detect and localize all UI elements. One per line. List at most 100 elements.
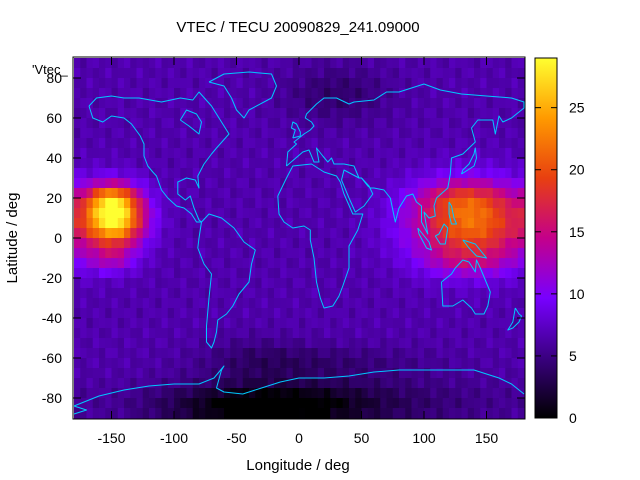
heatmap-cell: [411, 68, 419, 79]
heatmap-cell: [480, 118, 488, 129]
heatmap-cell: [367, 148, 375, 159]
heatmap-cell: [217, 108, 225, 119]
heatmap-cell: [274, 208, 281, 219]
heatmap-cell: [392, 368, 400, 379]
heatmap-cell: [117, 388, 125, 399]
heatmap-cell: [349, 398, 356, 409]
heatmap-cell: [236, 58, 244, 69]
heatmap-cell: [355, 308, 363, 319]
heatmap-cell: [380, 278, 388, 289]
heatmap-cell: [161, 368, 169, 379]
heatmap-cell: [105, 308, 113, 319]
heatmap-cell: [111, 98, 119, 109]
heatmap-cell: [461, 128, 469, 139]
heatmap-cell: [424, 208, 431, 219]
heatmap-cell: [305, 308, 313, 319]
heatmap-cell: [130, 148, 138, 159]
heatmap-cell: [436, 128, 444, 139]
heatmap-cell: [142, 338, 150, 349]
heatmap-cell: [74, 248, 81, 259]
heatmap-cell: [424, 248, 431, 259]
heatmap-cell: [374, 238, 381, 249]
heatmap-cell: [142, 238, 150, 249]
heatmap-cell: [392, 208, 400, 219]
heatmap-cell: [317, 88, 325, 99]
heatmap-cell: [255, 148, 263, 159]
heatmap-cell: [161, 108, 169, 119]
heatmap-cell: [292, 378, 300, 389]
heatmap-cell: [167, 238, 175, 249]
heatmap-cell: [267, 368, 275, 379]
heatmap-cell: [92, 348, 100, 359]
heatmap-cell: [336, 278, 344, 289]
heatmap-cell: [417, 318, 425, 329]
heatmap-cell: [130, 118, 138, 129]
heatmap-cell: [186, 258, 194, 269]
heatmap-cell: [199, 218, 206, 229]
heatmap-cell: [442, 318, 450, 329]
heatmap-cell: [380, 238, 388, 249]
heatmap-cell: [367, 268, 375, 279]
heatmap-cell: [161, 408, 169, 419]
heatmap-cell: [374, 58, 381, 69]
heatmap-cell: [430, 258, 438, 269]
coastline-north-america: [88, 91, 230, 223]
heatmap-cell: [367, 88, 375, 99]
heatmap-cell: [374, 318, 381, 329]
heatmap-cell: [517, 238, 525, 249]
x-tick-label: 0: [295, 430, 303, 446]
heatmap-cell: [167, 388, 175, 399]
heatmap-cell: [417, 278, 425, 289]
heatmap-cell: [511, 298, 519, 309]
heatmap-cell: [299, 388, 306, 399]
heatmap-cell: [155, 188, 163, 199]
heatmap-cell: [105, 318, 113, 329]
heatmap-cell: [317, 268, 325, 279]
heatmap-cell: [149, 338, 156, 349]
heatmap-cell: [505, 78, 513, 89]
coastline-arabia: [341, 169, 374, 213]
heatmap-cell: [105, 278, 113, 289]
heatmap-cell: [380, 328, 388, 339]
heatmap-cell: [142, 128, 150, 139]
heatmap-cell: [167, 218, 175, 229]
heatmap-cell: [180, 288, 188, 299]
heatmap-cell: [161, 208, 169, 219]
heatmap-cell: [155, 348, 163, 359]
heatmap-cell: [255, 168, 263, 179]
heatmap-cell: [511, 238, 519, 249]
heatmap-cell: [355, 268, 363, 279]
heatmap-cell: [511, 188, 519, 199]
heatmap-cell: [430, 148, 438, 159]
heatmap-cell: [517, 358, 525, 369]
heatmap-cell: [80, 298, 88, 309]
heatmap-cell: [436, 168, 444, 179]
heatmap-cell: [249, 98, 256, 109]
heatmap-cell: [155, 338, 163, 349]
heatmap-cell: [155, 268, 163, 279]
heatmap-cell: [280, 58, 288, 69]
heatmap-cell: [486, 88, 494, 99]
heatmap-cell: [274, 278, 281, 289]
heatmap-cell: [111, 238, 119, 249]
heatmap-cell: [405, 228, 413, 239]
heatmap-cell: [149, 118, 156, 129]
heatmap-cell: [455, 348, 463, 359]
heatmap-cell: [161, 58, 169, 69]
heatmap-cell: [286, 68, 294, 79]
heatmap-cell: [399, 358, 406, 369]
heatmap-cell: [436, 58, 444, 69]
heatmap-cell: [336, 98, 344, 109]
heatmap-cell: [236, 298, 244, 309]
heatmap-cell: [505, 358, 513, 369]
heatmap-cell: [242, 188, 250, 199]
heatmap-cell: [430, 378, 438, 389]
heatmap-cell: [292, 268, 300, 279]
heatmap-cell: [186, 358, 194, 369]
heatmap-cell: [455, 178, 463, 189]
heatmap-cell: [205, 288, 213, 299]
heatmap-cell: [336, 58, 344, 69]
heatmap-cell: [299, 108, 306, 119]
heatmap-cell: [436, 98, 444, 109]
heatmap-cell: [511, 198, 519, 209]
